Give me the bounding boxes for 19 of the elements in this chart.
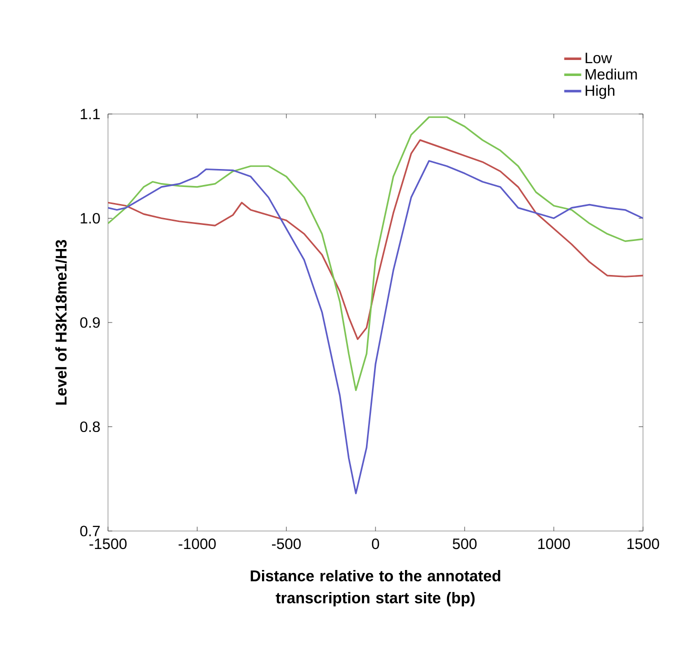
y-tick-label: 0.7 xyxy=(80,526,100,536)
x-tick-label: 1500 xyxy=(627,538,660,550)
y-axis-title: Level of H3K18me1/H3 xyxy=(55,240,67,405)
x-axis-title: Distance relative to the annotated transcription start site (bp) xyxy=(250,570,500,606)
legend-label: High xyxy=(586,84,614,99)
y-tick-label: 1.0 xyxy=(80,212,100,224)
y-tick-label: 0.8 xyxy=(80,421,100,432)
x-tick-label: 1000 xyxy=(538,538,570,550)
x-tick-label: -1500 xyxy=(89,538,127,550)
legend-label: Medium xyxy=(586,68,637,80)
y-tick-label: 0.9 xyxy=(80,317,100,328)
x-tick-label: -500 xyxy=(272,538,301,550)
legend-label: Low xyxy=(586,52,612,64)
y-tick-label: 1.1 xyxy=(80,108,100,120)
x-tick-label: -1000 xyxy=(178,538,216,550)
x-tick-label: 0 xyxy=(372,538,380,550)
x-tick-label: 500 xyxy=(452,538,477,550)
line-series xyxy=(108,116,644,392)
line-series xyxy=(108,160,644,494)
